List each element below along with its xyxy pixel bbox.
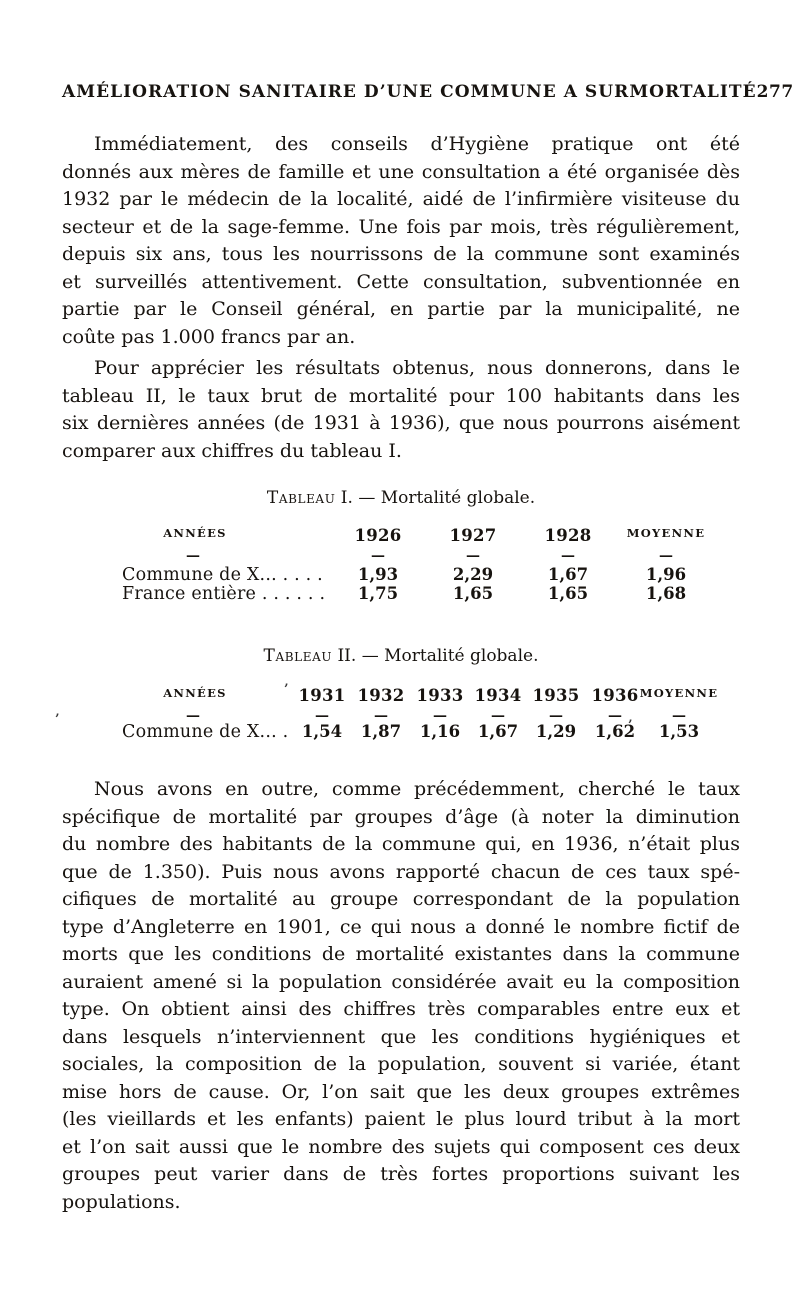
table-caption-word: Tableau [266, 488, 336, 508]
cell-value: 1,96 [645, 565, 687, 584]
cell-value: 1,62 [594, 722, 636, 741]
text-line: type d’Angleterre en 1901, ce qui nous a… [62, 915, 740, 938]
text-line: morts que les conditions de mortalité ex… [62, 943, 740, 965]
table-caption-rest: II. — Mortalité globale. [332, 646, 539, 666]
text-line: dans lesquels n’interviennent que les co… [62, 1025, 740, 1048]
text-line: que de 1.350). Puis nous avons rapporté … [62, 860, 740, 883]
scan-speck-apostrophe: ’ [55, 712, 60, 727]
text-line: Nous avons en outre, comme précédemment,… [94, 778, 740, 800]
row-label-commune-de-x: Commune de X... . . . . [122, 565, 323, 585]
row-label-commune-de-x: Commune de X... . [122, 722, 289, 742]
text-line: coûte pas 1.000 francs par an. [62, 325, 356, 348]
col-header-1935: 1935 [532, 686, 580, 705]
paragraph-3: Nous avons en outre, comme précédemment,… [62, 776, 740, 1216]
text-line: six dernières années (de 1931 à 1936), q… [62, 412, 740, 434]
text-line: donnés aux mères de famille et une consu… [62, 160, 740, 183]
cell-value: 1,93 [357, 565, 399, 584]
cell-value: 1,75 [357, 584, 399, 603]
column-dash: — [374, 708, 388, 724]
cell-value: 1,68 [645, 584, 687, 603]
column-dash: — [315, 708, 329, 724]
scan-speck-apostrophe: ’ [628, 718, 633, 733]
running-head: AMÉLIORATION SANITAIRE D’UNE COMMUNE A S… [62, 82, 793, 102]
column-dash: — [466, 548, 480, 564]
cell-value: 1,53 [658, 722, 700, 741]
col-header-moyenne: MOYENNE [626, 526, 706, 540]
table-row: France entière . . . . . . 1,75 1,65 1,6… [62, 584, 740, 604]
text-line: et surveillés attentivement. Cette consu… [62, 270, 740, 293]
column-dash: — [561, 548, 575, 564]
text-line: spécifique de mortalité par groupes d’âg… [62, 805, 740, 828]
table-mortalite-globale-2: Tableau II. — Mortalité globale. ANNÉES … [62, 646, 740, 746]
text-line: comparer aux chiffres du tableau I. [62, 439, 402, 462]
table-dash-row: — — — — — [62, 548, 740, 568]
text-line: Immédiatement, des conseils d’Hygiène pr… [94, 133, 740, 155]
table-caption: Tableau II. — Mortalité globale. [62, 646, 740, 666]
column-dash: — [433, 708, 447, 724]
cell-value: 1,54 [301, 722, 343, 741]
column-dash: — [672, 708, 686, 724]
paragraph-1: Immédiatement, des conseils d’Hygiène pr… [62, 131, 740, 351]
col-header-1926: 1926 [354, 526, 402, 545]
column-dash: — [659, 548, 673, 564]
table-caption-word: Tableau [263, 646, 333, 666]
col-header-1928: 1928 [544, 526, 592, 545]
text-line: populations. [62, 1190, 181, 1213]
running-head-title: AMÉLIORATION SANITAIRE D’UNE COMMUNE A S… [62, 82, 757, 102]
col-header-1932: 1932 [357, 686, 405, 705]
table-header-row: ANNÉES 1931 1932 1933 1934 1935 1936 MOY… [62, 686, 740, 706]
column-dash: — [186, 708, 200, 724]
column-dash: — [186, 548, 200, 564]
text-line: depuis six ans, tous les nourrissons de … [62, 243, 740, 265]
cell-value: 1,65 [452, 584, 494, 603]
text-line: sociales, la composition de la populatio… [62, 1053, 740, 1075]
cell-value: 1,67 [477, 722, 519, 741]
table-caption: Tableau I. — Mortalité globale. [62, 488, 740, 508]
scan-speck-apostrophe: ’ [284, 682, 289, 697]
table-header-row: ANNÉES 1926 1927 1928 MOYENNE [62, 526, 740, 546]
text-line: mise hors de cause. Or, l’on sait que le… [62, 1080, 740, 1103]
text-line: secteur et de la sage-femme. Une fois pa… [62, 215, 740, 238]
col-header-1933: 1933 [416, 686, 464, 705]
col-header-1936: 1936 [591, 686, 639, 705]
cell-value: 1,16 [419, 722, 461, 741]
col-header-annees: ANNÉES [163, 526, 227, 540]
table-dash-row: — — — — — — — — [62, 708, 740, 728]
table-mortalite-globale-1: Tableau I. — Mortalité globale. ANNÉES 1… [62, 488, 740, 608]
row-label-france-entiere: France entière . . . . . . [122, 584, 326, 604]
cell-value: 1,29 [535, 722, 577, 741]
col-header-1927: 1927 [449, 526, 497, 545]
table-caption-rest: I. — Mortalité globale. [335, 488, 536, 508]
text-line: cifiques de mortalité au groupe correspo… [62, 888, 740, 910]
col-header-1934: 1934 [474, 686, 522, 705]
col-header-moyenne: MOYENNE [639, 686, 719, 700]
text-line: auraient amené si la population considér… [62, 970, 740, 993]
text-line: du nombre des habitants de la commune qu… [62, 833, 740, 855]
paragraph-2: Pour apprécier les résultats obtenus, no… [62, 355, 740, 465]
text-line: tableau II, le taux brut de mortalité po… [62, 384, 740, 407]
text-line: Pour apprécier les résultats obtenus, no… [94, 357, 740, 379]
table-row: Commune de X... . . . . 1,93 2,29 1,67 1… [62, 565, 740, 585]
page-number: 277 [756, 82, 794, 102]
column-dash: — [491, 708, 505, 724]
text-line: type. On obtient ainsi des chiffres très… [62, 998, 740, 1020]
column-dash: — [608, 708, 622, 724]
text-line: groupes peut varier dans de très fortes … [62, 1163, 740, 1185]
text-line: 1932 par le médecin de la localité, aidé… [62, 188, 740, 210]
table-row: Commune de X... . 1,54 1,87 1,16 1,67 1,… [62, 722, 740, 742]
cell-value: 1,65 [547, 584, 589, 603]
cell-value: 1,87 [360, 722, 402, 741]
cell-value: 2,29 [452, 565, 494, 584]
text-line: et l’on sait aussi que le nombre des suj… [62, 1135, 740, 1158]
text-line: partie par le Conseil général, en partie… [62, 298, 740, 320]
col-header-annees: ANNÉES [163, 686, 227, 700]
text-line: (les vieillards et les enfants) paient l… [62, 1108, 740, 1130]
col-header-1931: 1931 [298, 686, 346, 705]
cell-value: 1,67 [547, 565, 589, 584]
column-dash: — [549, 708, 563, 724]
column-dash: — [371, 548, 385, 564]
